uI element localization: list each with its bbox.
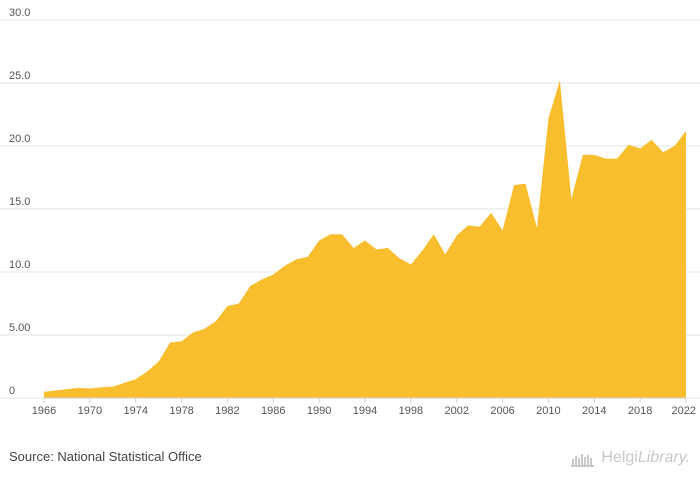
data-point[interactable] [305, 254, 311, 260]
data-point[interactable] [316, 238, 322, 244]
x-tick-label: 1978 [169, 405, 193, 417]
data-point[interactable] [236, 301, 242, 307]
data-point[interactable] [649, 137, 655, 143]
data-point[interactable] [523, 181, 529, 187]
data-point[interactable] [442, 251, 448, 257]
data-point[interactable] [385, 245, 391, 251]
y-tick-label: 25.0 [9, 70, 30, 82]
x-tick-label: 2006 [490, 405, 514, 417]
data-point[interactable] [408, 261, 414, 267]
data-point[interactable] [603, 156, 609, 162]
x-tick-label: 2010 [536, 405, 560, 417]
data-point[interactable] [396, 255, 402, 261]
data-point[interactable] [465, 222, 471, 228]
data-point[interactable] [534, 225, 540, 231]
x-tick-label: 2002 [444, 405, 468, 417]
data-point[interactable] [75, 385, 81, 391]
data-point[interactable] [373, 246, 379, 252]
x-tick-label: 2018 [628, 405, 652, 417]
plot-area [41, 77, 689, 398]
data-point[interactable] [500, 227, 506, 233]
data-point[interactable] [98, 384, 104, 390]
x-tick-label: 1970 [78, 405, 102, 417]
x-tick-label: 2022 [672, 405, 696, 417]
x-tick-label: 1998 [399, 405, 423, 417]
data-point[interactable] [247, 283, 253, 289]
helgi-library-logo-icon [571, 454, 595, 467]
data-point[interactable] [431, 231, 437, 237]
y-tick-label: 30.0 [9, 7, 30, 19]
data-point[interactable] [557, 77, 563, 83]
x-tick-label: 1990 [307, 405, 331, 417]
y-axis: 0 5.00 10.0 15.0 20.0 25.0 30.0 [9, 7, 30, 397]
data-point[interactable] [545, 115, 551, 121]
data-point[interactable] [224, 303, 230, 309]
data-point[interactable] [87, 386, 93, 392]
data-point[interactable] [64, 386, 70, 392]
data-point[interactable] [637, 146, 643, 152]
data-point[interactable] [156, 358, 162, 364]
data-point[interactable] [121, 380, 127, 386]
y-tick-label: 10.0 [9, 259, 30, 271]
series-area [44, 80, 686, 398]
data-point[interactable] [614, 156, 620, 162]
x-tick-label: 1974 [123, 405, 147, 417]
y-tick-label: 5.00 [9, 322, 30, 334]
data-point[interactable] [110, 384, 116, 390]
data-point[interactable] [683, 128, 689, 134]
x-axis: 1966 1970 1974 1978 1982 1986 1990 1994 1998 2002… [32, 397, 696, 417]
data-point[interactable] [202, 326, 208, 332]
data-point[interactable] [454, 232, 460, 238]
data-point[interactable] [511, 182, 517, 188]
data-point[interactable] [351, 245, 357, 251]
x-tick-label: 1994 [353, 405, 377, 417]
data-point[interactable] [488, 210, 494, 216]
data-point[interactable] [580, 152, 586, 158]
data-point[interactable] [167, 340, 173, 346]
data-point[interactable] [362, 238, 368, 244]
data-point[interactable] [179, 338, 185, 344]
data-point[interactable] [660, 149, 666, 155]
data-point[interactable] [477, 224, 483, 230]
brand-name: Helgi [601, 449, 638, 466]
data-point[interactable] [568, 196, 574, 202]
data-point[interactable] [52, 387, 58, 393]
data-point[interactable] [419, 248, 425, 254]
data-point[interactable] [293, 256, 299, 262]
data-point[interactable] [626, 142, 632, 148]
y-tick-label: 0 [9, 385, 15, 397]
x-tick-label: 1982 [215, 405, 239, 417]
data-point[interactable] [144, 369, 150, 375]
x-tick-label: 1986 [261, 405, 285, 417]
data-point[interactable] [41, 389, 47, 395]
data-point[interactable] [259, 277, 265, 283]
x-tick-label: 1966 [32, 405, 56, 417]
data-point[interactable] [328, 231, 334, 237]
data-point[interactable] [591, 152, 597, 158]
data-point[interactable] [133, 376, 139, 382]
brand-suffix: Library. [637, 449, 690, 466]
y-tick-label: 15.0 [9, 196, 30, 208]
x-tick-label: 2014 [582, 405, 606, 417]
y-tick-label: 20.0 [9, 133, 30, 145]
data-point[interactable] [270, 272, 276, 278]
data-point[interactable] [190, 329, 196, 335]
data-point[interactable] [672, 143, 678, 149]
brand-logo[interactable]: HelgiLibrary. [571, 449, 690, 467]
data-point[interactable] [339, 231, 345, 237]
data-point[interactable] [213, 318, 219, 324]
data-point[interactable] [282, 263, 288, 269]
source-note: Source: National Statistical Office [9, 449, 202, 464]
